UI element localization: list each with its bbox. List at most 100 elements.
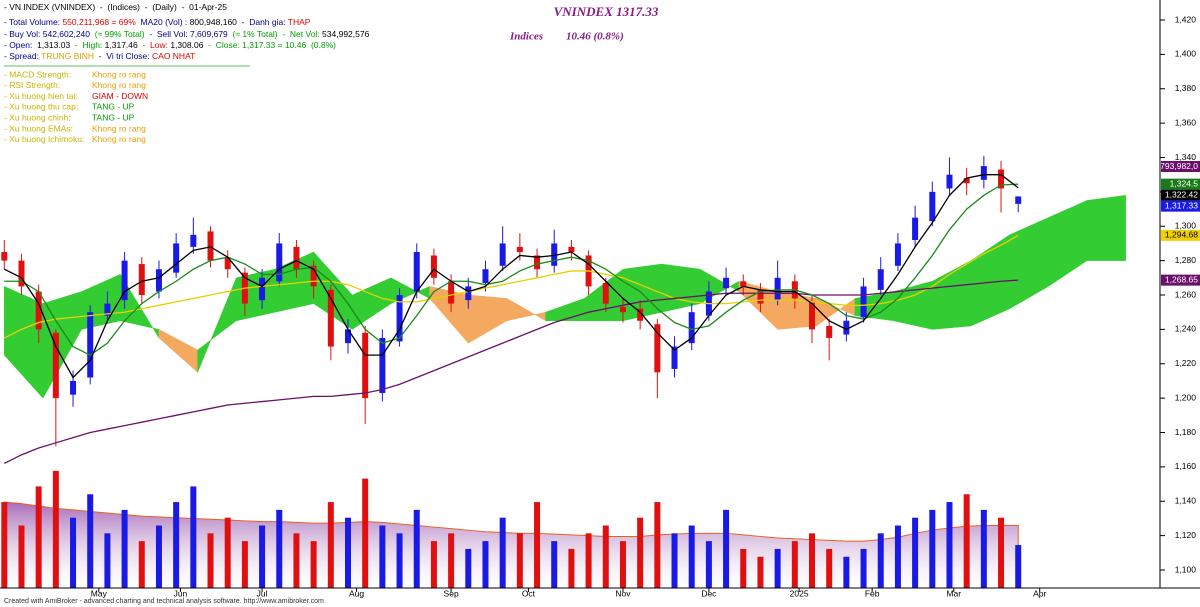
- indicator-label: - MACD Strength:: [4, 69, 71, 79]
- candle-body: [912, 217, 919, 240]
- value-box: [1161, 274, 1200, 286]
- x-tick-label: Sep: [444, 588, 459, 598]
- candle-body: [259, 277, 266, 301]
- info-segment: - Net Vol:: [278, 29, 322, 39]
- info-segment: - Buy Vol: 542,602,240: [4, 29, 95, 39]
- volume-bar: [379, 525, 386, 588]
- candle-body: [860, 286, 867, 318]
- volume-ma-label: 793,982,0: [1160, 161, 1198, 171]
- y-tick-label: 1,420: [1175, 14, 1197, 24]
- candle-body: [671, 346, 678, 369]
- volume-bar: [774, 548, 781, 588]
- value-box-label: 1,324.5: [1170, 178, 1199, 188]
- volume-bar: [241, 541, 248, 588]
- volume-bar: [18, 525, 25, 588]
- volume-bar: [35, 486, 42, 588]
- x-tick-label: Dec: [701, 588, 717, 598]
- candle-body: [18, 260, 25, 287]
- candle-body: [293, 246, 300, 270]
- volume-bar: [138, 541, 145, 588]
- info-segment: 534,992,576: [322, 29, 370, 39]
- volume-bar: [551, 541, 558, 588]
- info-segment: - Spread:: [4, 51, 41, 61]
- volume-bar: [929, 509, 936, 588]
- candle-body: [499, 243, 506, 266]
- volume-bar: [894, 525, 901, 588]
- candle-body: [534, 255, 541, 270]
- candle-body: [155, 269, 162, 292]
- y-tick-label: 1,240: [1175, 324, 1197, 334]
- info-line: - VN INDEX (VNINDEX) - (Indices) - (Dail…: [4, 2, 227, 12]
- volume-bar: [87, 494, 94, 588]
- candle-body: [877, 269, 884, 290]
- candle-body: [482, 269, 489, 283]
- subtitle: 10.46 (0.8%): [566, 31, 624, 43]
- indicator-value: Khong ro rang: [92, 134, 146, 144]
- candle-body: [1, 252, 8, 261]
- indicator-value: GIAM - DOWN: [92, 91, 148, 101]
- volume-bar: [448, 533, 455, 588]
- volume-bar: [121, 509, 128, 588]
- candle-body: [568, 246, 575, 253]
- volume-bar: [516, 533, 523, 588]
- y-tick-label: 1,140: [1175, 496, 1197, 506]
- volume-bar: [259, 525, 266, 588]
- info-segment: MA20 (Vol) :: [136, 17, 190, 27]
- candle-body: [396, 295, 403, 342]
- volume-bar: [654, 502, 661, 588]
- candle-body: [190, 234, 197, 247]
- volume-bar: [757, 556, 764, 588]
- moving-average: [4, 279, 1019, 465]
- candle-body: [276, 243, 283, 282]
- volume-bar: [998, 517, 1005, 588]
- info-segment: 1,317.33 = 10.46 (0.8%): [242, 40, 336, 50]
- x-tick-label: Jul: [257, 588, 268, 598]
- x-tick-label: 2025: [790, 588, 809, 598]
- volume-bar: [688, 525, 695, 588]
- cloud-segment: [661, 263, 701, 313]
- candle-body: [310, 265, 317, 287]
- volume-bar: [877, 533, 884, 588]
- value-box-label: 1,268.65: [1165, 274, 1198, 284]
- value-box: [1161, 200, 1200, 212]
- indicator-value: Khong ro rang: [92, 123, 146, 133]
- value-box: [1161, 229, 1200, 241]
- indicator-value: Khong ro rang: [92, 80, 146, 90]
- volume-bar: [860, 548, 867, 588]
- volume-bar: [637, 517, 644, 588]
- candle-body: [345, 329, 351, 344]
- indicator-label: - Xu huong EMAs:: [4, 123, 73, 133]
- volume-bar: [912, 517, 919, 588]
- info-line: - Buy Vol: 542,602,240 (≈ 99% Total) - S…: [4, 29, 370, 39]
- info-segment: 1,308.06: [170, 40, 203, 50]
- y-tick-label: 1,220: [1175, 358, 1197, 368]
- volume-bar: [705, 541, 712, 588]
- volume-bar: [276, 509, 283, 588]
- volume-bar: [70, 517, 77, 588]
- volume-bar: [345, 517, 351, 588]
- moving-average: [4, 234, 1019, 339]
- y-tick-label: 1,260: [1175, 289, 1197, 299]
- candle-body: [52, 332, 59, 399]
- y-tick-label: 1,300: [1175, 221, 1197, 231]
- volume-bar: [980, 509, 987, 588]
- y-tick-label: 1,180: [1175, 427, 1197, 437]
- y-tick-label: 1,100: [1175, 564, 1197, 574]
- candle-body: [87, 312, 94, 378]
- info-segment: - Close:: [203, 40, 242, 50]
- info-segment: 1,317.46: [105, 40, 138, 50]
- y-tick-label: 1,160: [1175, 461, 1197, 471]
- volume-bar: [173, 502, 180, 588]
- candle-body: [207, 231, 214, 261]
- info-segment: (≈ 1% Total): [233, 29, 278, 39]
- footer: Created with AmiBroker - advanced charti…: [4, 598, 324, 605]
- y-tick-label: 1,200: [1175, 392, 1197, 402]
- volume-bar: [499, 517, 506, 588]
- candle-body: [173, 243, 180, 273]
- candle-body: [654, 324, 661, 373]
- volume-bar: [826, 548, 833, 588]
- candle-body: [1015, 196, 1022, 204]
- candle-body: [826, 325, 833, 338]
- cloud-segment: [1086, 195, 1126, 261]
